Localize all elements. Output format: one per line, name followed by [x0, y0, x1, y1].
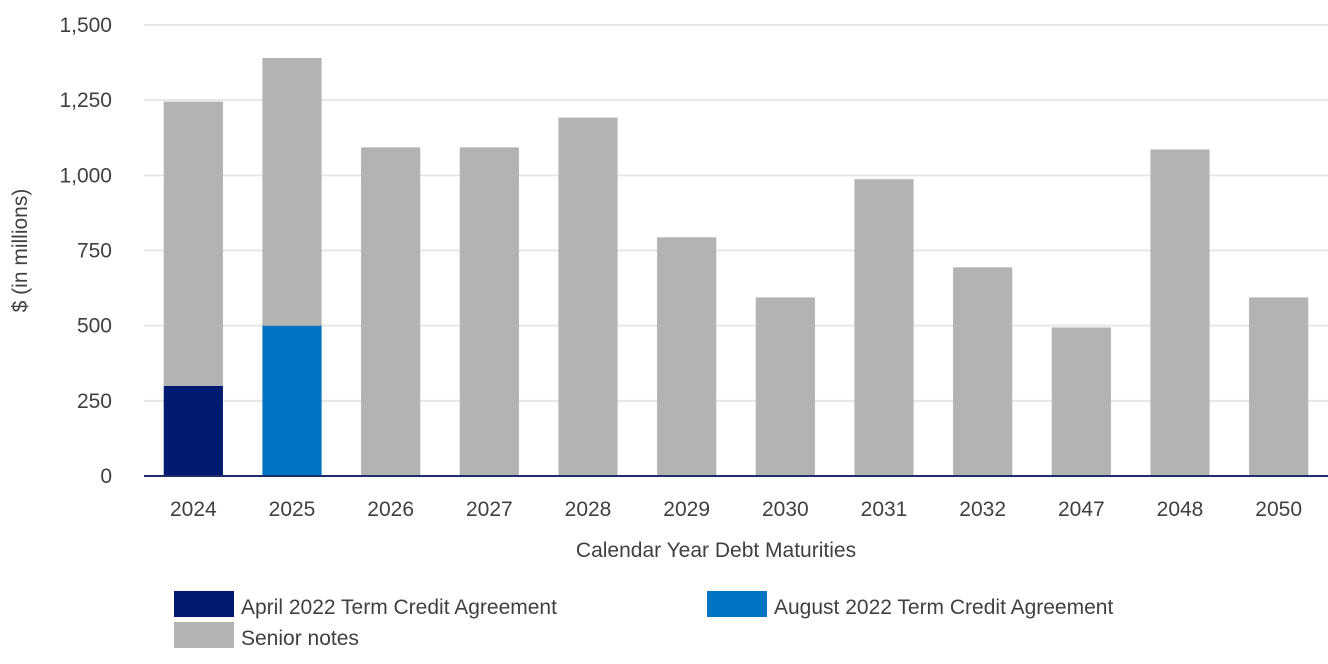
- y-tick-label: 1,000: [59, 164, 112, 187]
- bar-segment: [459, 147, 519, 476]
- bar-segment: [1249, 297, 1309, 476]
- x-tick-label: 2026: [367, 498, 414, 521]
- gridlines: [144, 24, 1328, 402]
- bar-segment: [163, 101, 223, 386]
- x-tick-label: 2028: [565, 498, 612, 521]
- legend-label: Senior notes: [241, 627, 359, 650]
- bar-segment: [755, 297, 815, 476]
- y-tick-label: 500: [77, 315, 112, 338]
- legend: April 2022 Term Credit Agreement August 2…: [174, 591, 1113, 650]
- y-tick-label: 250: [77, 390, 112, 413]
- x-axis-title: Calendar Year Debt Maturities: [576, 539, 856, 562]
- legend-label: April 2022 Term Credit Agreement: [241, 596, 557, 619]
- x-tick-label: 2047: [1058, 498, 1105, 521]
- y-axis-title: $ (in millions): [9, 189, 32, 313]
- legend-swatch: [174, 622, 234, 648]
- x-tick-label: 2048: [1157, 498, 1204, 521]
- x-tick-label: 2029: [663, 498, 710, 521]
- x-tick-label: 2027: [466, 498, 513, 521]
- y-tick-label: 1,500: [59, 14, 112, 37]
- bar-segment: [262, 325, 322, 476]
- y-tick-labels: 0 250 500 750 1,000 1,250 1,500: [59, 14, 112, 488]
- x-tick-label: 2025: [269, 498, 316, 521]
- legend-label: August 2022 Term Credit Agreement: [774, 596, 1113, 619]
- x-tick-label: 2031: [861, 498, 908, 521]
- x-tick-label: 2032: [959, 498, 1006, 521]
- y-tick-label: 1,250: [59, 89, 112, 112]
- bar-segment: [163, 385, 223, 476]
- bars: [163, 58, 1309, 476]
- bar-segment: [262, 58, 322, 326]
- legend-swatch: [174, 591, 234, 617]
- bar-segment: [1150, 149, 1210, 476]
- bar-segment: [558, 117, 618, 476]
- x-tick-label: 2024: [170, 498, 217, 521]
- y-tick-label: 0: [100, 465, 112, 488]
- bar-segment: [854, 179, 914, 476]
- bar-segment: [1051, 327, 1111, 476]
- legend-swatch: [707, 591, 767, 617]
- bar-segment: [953, 267, 1013, 476]
- y-tick-label: 750: [77, 240, 112, 263]
- bar-segment: [361, 147, 421, 476]
- bar-segment: [657, 237, 717, 476]
- x-tick-labels: 2024 2025 2026 2027 2028 2029 2030 2031 2032 2047…: [170, 498, 1302, 521]
- x-tick-label: 2030: [762, 498, 809, 521]
- x-tick-label: 2050: [1255, 498, 1302, 521]
